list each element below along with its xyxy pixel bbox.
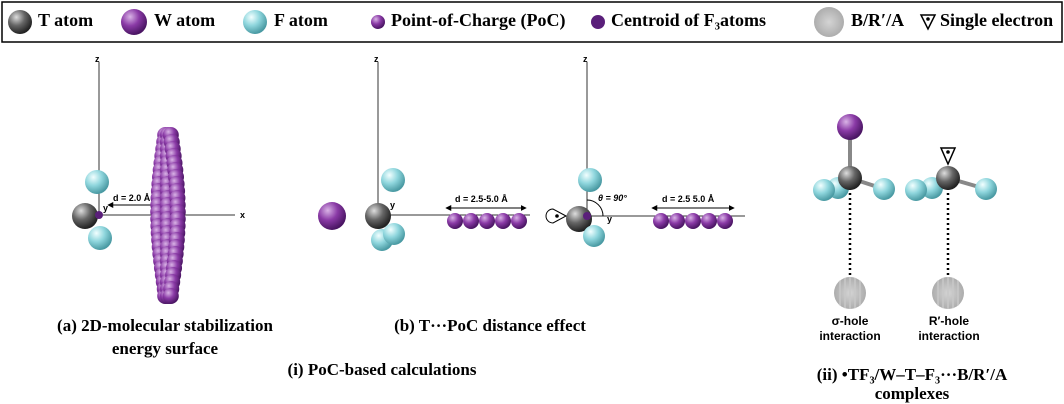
poc — [447, 213, 463, 229]
caption: complexes — [875, 384, 950, 403]
panel-b1: z y d = 2.5-5.0 Å — [318, 54, 530, 251]
axis-label: x — [240, 210, 245, 220]
axis-label: z — [95, 54, 100, 64]
poc — [669, 213, 685, 229]
interaction-label: R′-hole — [929, 314, 970, 328]
poc — [685, 213, 701, 229]
distance-label: d = 2.5-5.0 Å — [455, 194, 508, 204]
f-atom — [975, 178, 997, 200]
t-atom — [936, 166, 960, 190]
distance-label: d = 2.5 5.0 Å — [662, 194, 715, 204]
poc — [495, 213, 511, 229]
axis-label: z — [583, 54, 588, 64]
t-atom — [838, 166, 862, 190]
legend-t — [8, 10, 32, 34]
panel-ii: σ-hole interaction R′-hole interaction (… — [813, 114, 1008, 403]
legend-label: T atom — [38, 10, 93, 30]
poc — [701, 213, 717, 229]
w-atom — [318, 202, 346, 230]
legend-electron-dot — [926, 17, 930, 21]
angle-label: θ = 90° — [598, 193, 627, 203]
legend-centroid — [591, 15, 605, 29]
interaction-label: interaction — [918, 329, 979, 343]
f-atom — [381, 168, 405, 192]
legend-label: B/R′/A — [851, 10, 904, 30]
axis-label: z — [374, 54, 379, 64]
t-atom — [72, 203, 98, 229]
poc-row — [447, 213, 527, 229]
legend-w — [121, 9, 147, 35]
f-atom — [813, 179, 835, 201]
poc — [511, 213, 527, 229]
centroid — [95, 211, 103, 219]
centroid — [583, 212, 591, 220]
poc — [463, 213, 479, 229]
axis-label: y — [607, 214, 612, 224]
distance-label: d = 2.0 Å — [113, 193, 151, 203]
legend-label: Single electron — [940, 10, 1053, 30]
poc — [653, 213, 669, 229]
legend-label: Point-of-Charge (PoC) — [391, 10, 565, 31]
legend-bra — [814, 7, 844, 37]
f-atom — [873, 178, 895, 200]
section-title: (i) PoC-based calculations — [288, 360, 477, 379]
f-atom — [583, 225, 605, 247]
f-atom — [905, 179, 927, 201]
f-atom — [85, 170, 109, 194]
caption: energy surface — [112, 339, 219, 358]
f-atom — [88, 226, 112, 250]
axis-label: y — [103, 203, 108, 213]
legend-label: W atom — [154, 10, 215, 30]
figure: T atom W atom F atom Point-of-Charge (Po… — [0, 0, 1064, 404]
t-atom — [365, 203, 391, 229]
poc-row — [653, 213, 733, 229]
caption: (a) 2D-molecular stabilization — [57, 316, 273, 335]
panel-b2: z y θ = 90° d = 2.5 5.0 Å — [546, 54, 745, 247]
interaction-label: interaction — [819, 329, 880, 343]
f-atom — [578, 168, 602, 192]
poc — [163, 288, 179, 304]
poc — [479, 213, 495, 229]
panel-a: z y x d = 2.0 Å (a) 2D-molecular stabili… — [57, 54, 273, 358]
caption: (ii) •TF₃/W–T–F₃···B/R′/A — [817, 365, 1008, 384]
interaction-label: σ-hole — [832, 314, 869, 328]
legend-label: Centroid of F₃atoms — [611, 10, 766, 30]
legend-label: F atom — [274, 10, 328, 30]
legend-poc — [371, 15, 385, 29]
poc — [717, 213, 733, 229]
w-atom — [837, 114, 863, 140]
legend-f — [243, 10, 267, 34]
poc-surface — [150, 127, 186, 304]
f-atom — [383, 223, 405, 245]
caption: (b) T···PoC distance effect — [394, 316, 586, 335]
axis-label: y — [390, 200, 395, 210]
